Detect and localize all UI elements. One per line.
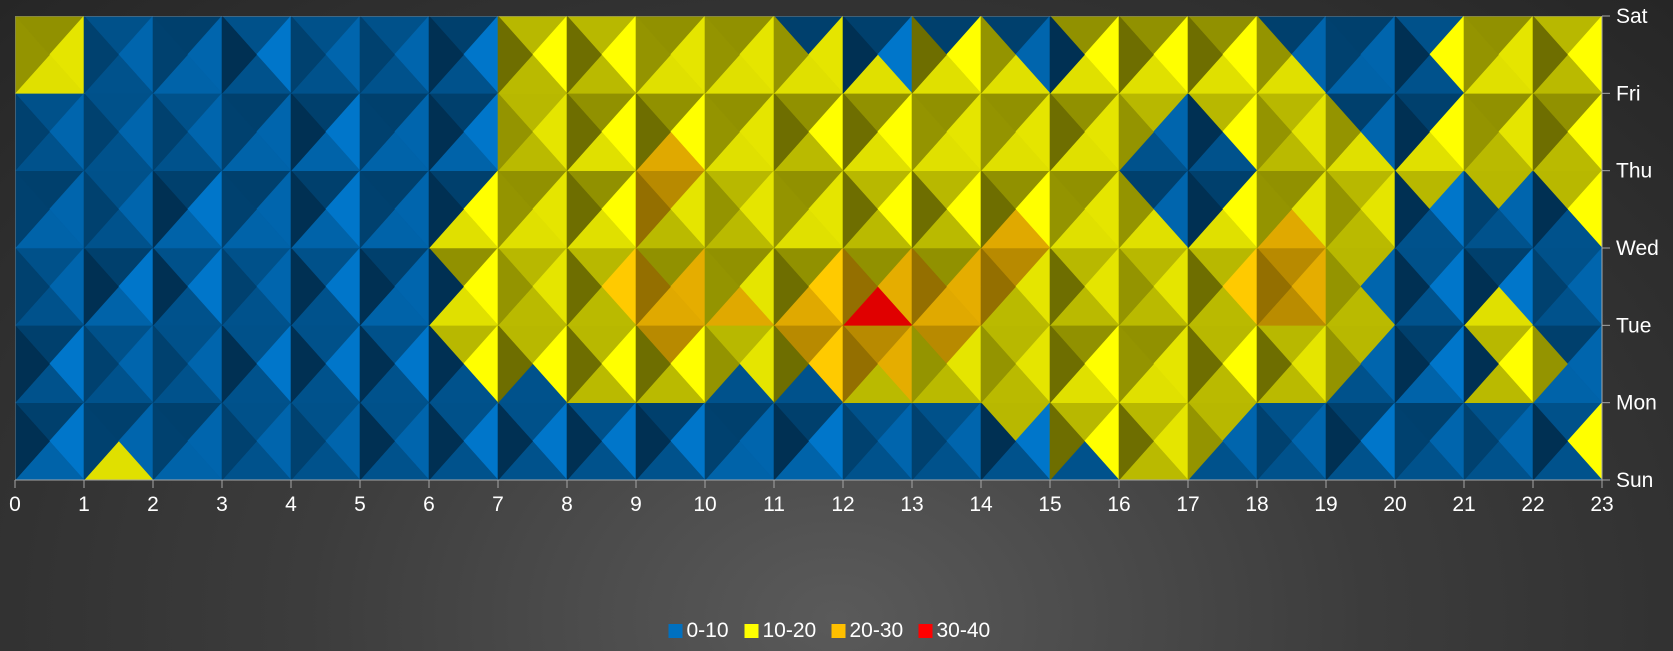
x-tick-label: 8 bbox=[561, 493, 573, 516]
x-tick-label: 7 bbox=[492, 493, 504, 516]
legend-item: 0-10 bbox=[669, 619, 729, 642]
x-tick-label: 4 bbox=[285, 493, 297, 516]
x-tick-label: 21 bbox=[1452, 493, 1475, 516]
x-tick-label: 19 bbox=[1314, 493, 1337, 516]
x-tick-label: 20 bbox=[1383, 493, 1406, 516]
legend-swatch bbox=[919, 624, 933, 638]
x-tick-label: 9 bbox=[630, 493, 642, 516]
x-tick-label: 2 bbox=[147, 493, 159, 516]
x-tick-label: 12 bbox=[831, 493, 854, 516]
y-tick-label: Wed bbox=[1616, 237, 1659, 260]
y-tick-label: Sun bbox=[1616, 469, 1653, 492]
legend-label: 30-40 bbox=[937, 619, 991, 642]
x-tick-label: 6 bbox=[423, 493, 435, 516]
legend-item: 20-30 bbox=[832, 619, 904, 642]
y-tick-label: Fri bbox=[1616, 82, 1641, 105]
legend-item: 10-20 bbox=[745, 619, 817, 642]
y-tick-label: Sat bbox=[1616, 5, 1648, 28]
x-tick-label: 18 bbox=[1245, 493, 1268, 516]
x-tick-label: 17 bbox=[1176, 493, 1199, 516]
x-tick-label: 13 bbox=[900, 493, 923, 516]
legend-swatch bbox=[832, 624, 846, 638]
x-tick-label: 1 bbox=[78, 493, 90, 516]
x-tick-label: 10 bbox=[693, 493, 716, 516]
legend-item: 30-40 bbox=[919, 619, 991, 642]
x-tick-label: 15 bbox=[1038, 493, 1061, 516]
x-tick-label: 3 bbox=[216, 493, 228, 516]
legend: 0-10 10-20 20-30 30-40 bbox=[669, 619, 991, 642]
legend-label: 20-30 bbox=[850, 619, 904, 642]
plot-area bbox=[15, 16, 1602, 480]
x-tick-label: 23 bbox=[1590, 493, 1613, 516]
x-tick-label: 16 bbox=[1107, 493, 1130, 516]
y-tick-label: Thu bbox=[1616, 160, 1652, 183]
legend-swatch bbox=[669, 624, 683, 638]
legend-swatch bbox=[745, 624, 759, 638]
x-axis: 0 1 2 3 4 5 6 7 8 9 10 11 12 13 14 15 16 17 18 19 20 21 22 23 bbox=[9, 480, 1614, 516]
x-tick-label: 11 bbox=[763, 493, 785, 516]
y-axis: Sun Mon Tue Wed Thu Fri Sat bbox=[1602, 5, 1659, 492]
x-tick-label: 5 bbox=[354, 493, 366, 516]
legend-label: 0-10 bbox=[687, 619, 729, 642]
y-tick-label: Tue bbox=[1616, 314, 1651, 337]
legend-label: 10-20 bbox=[763, 619, 817, 642]
y-tick-label: Mon bbox=[1616, 392, 1657, 415]
x-tick-label: 0 bbox=[9, 493, 21, 516]
x-tick-label: 14 bbox=[969, 493, 993, 516]
x-tick-label: 22 bbox=[1521, 493, 1544, 516]
